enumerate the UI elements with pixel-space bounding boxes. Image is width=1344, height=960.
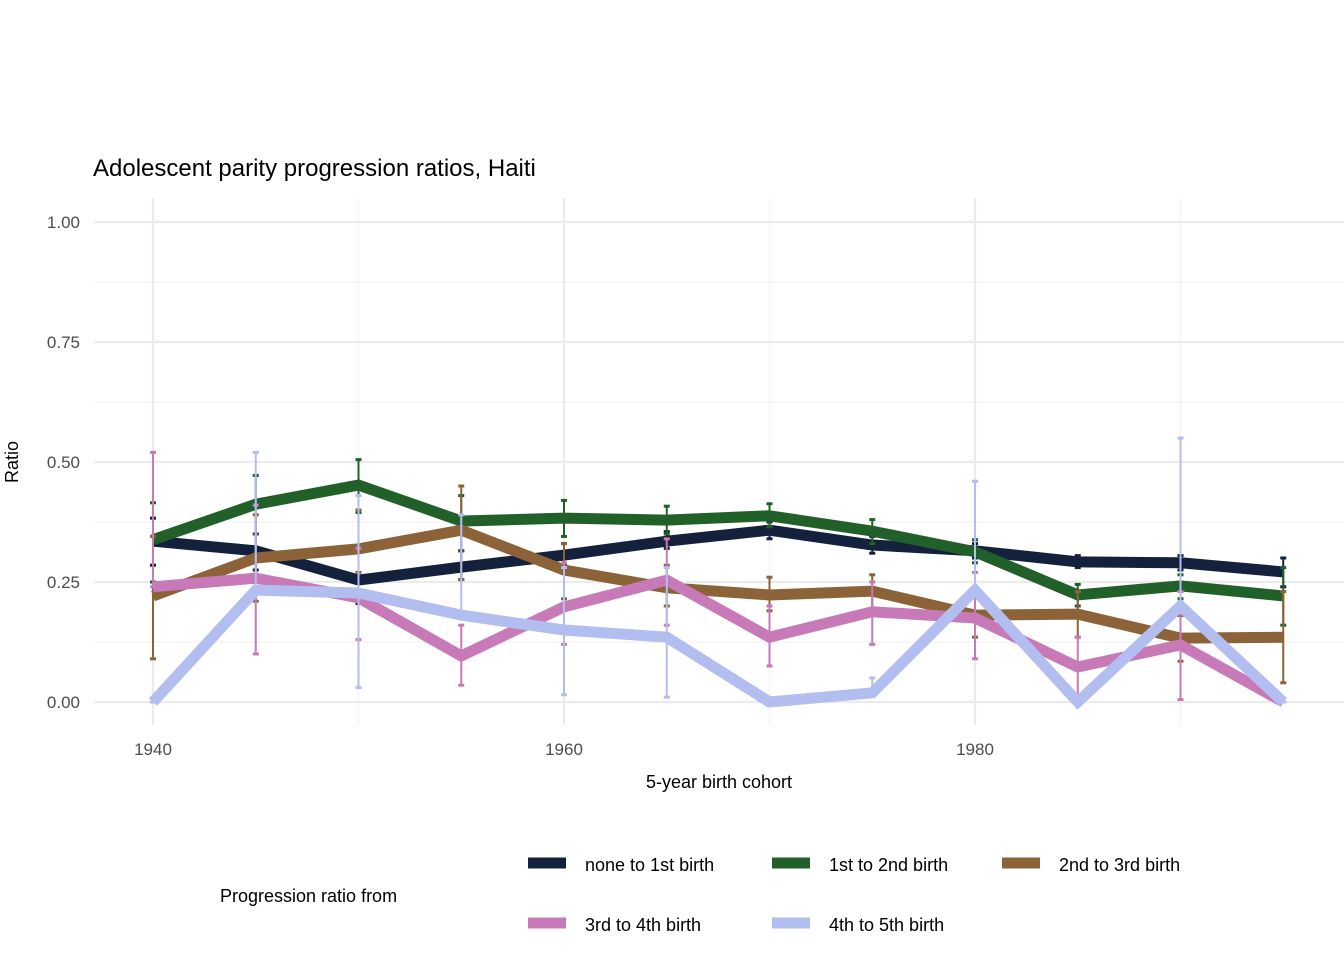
data-point [460, 655, 462, 657]
legend: none to 1st birth 1st to 2nd birth 2nd to … [528, 855, 1180, 935]
data-point [666, 636, 668, 638]
data-point [1282, 636, 1284, 638]
data-point [1077, 561, 1079, 563]
data-point [871, 530, 873, 532]
data-point [255, 589, 257, 591]
data-point [769, 529, 770, 531]
chart-title: Adolescent parity progression ratios, Ha… [93, 155, 536, 182]
x-tick-label: 1980 [956, 740, 994, 759]
data-point [1077, 613, 1079, 615]
data-point [1180, 605, 1181, 607]
y-tick-label: 0.50 [47, 453, 80, 472]
series-line [148, 582, 1288, 710]
y-axis-label: Ratio [2, 441, 22, 483]
data-point [1077, 666, 1079, 668]
y-tick-label: 0.00 [47, 693, 80, 712]
data-point [152, 595, 154, 597]
data-point [1282, 701, 1284, 703]
series-4th-to-5th-birth [148, 436, 1288, 710]
data-point [358, 592, 359, 594]
legend-label: 3rd to 4th birth [585, 915, 701, 935]
series-layer [148, 436, 1288, 710]
data-point [1077, 701, 1079, 703]
series-line [152, 524, 1284, 586]
series-line [151, 479, 1284, 602]
legend-item: 4th to 5th birth [772, 915, 944, 935]
legend-item: none to 1st birth [528, 855, 714, 875]
legend-label: 2nd to 3rd birth [1059, 855, 1180, 875]
legend-label: none to 1st birth [585, 855, 714, 875]
data-point [974, 589, 976, 591]
legend-item: 1st to 2nd birth [772, 855, 948, 875]
data-point [563, 629, 565, 631]
series-1st-to-2nd-birth [150, 458, 1287, 627]
data-point [1180, 644, 1181, 646]
series-line [151, 524, 1284, 644]
data-point [769, 594, 770, 596]
x-tick-label: 1940 [134, 740, 172, 759]
y-tick-label: 0.25 [47, 573, 80, 592]
y-tick-label: 1.00 [47, 213, 80, 232]
data-point [871, 611, 873, 613]
data-point [769, 515, 770, 517]
data-point [974, 617, 976, 619]
x-axis-label: 5-year birth cohort [646, 772, 792, 792]
x-tick-label: 1960 [545, 740, 583, 759]
y-tick-label: 0.75 [47, 333, 80, 352]
data-point [358, 484, 359, 486]
data-point [871, 692, 873, 694]
legend-title: Progression ratio from [220, 886, 397, 906]
data-point [563, 517, 565, 519]
legend-item: 3rd to 4th birth [528, 915, 701, 935]
legend-label: 1st to 2nd birth [829, 855, 948, 875]
data-point [769, 636, 770, 638]
data-point [152, 701, 154, 703]
ticks: 0.00 0.25 0.50 0.75 1.00 1940 1960 1980 [47, 213, 994, 759]
data-point [666, 519, 668, 521]
data-point [769, 701, 770, 703]
legend-label: 4th to 5th birth [829, 915, 944, 935]
data-point [152, 586, 154, 588]
legend-item: 2nd to 3rd birth [1002, 855, 1180, 875]
data-point [460, 614, 462, 616]
